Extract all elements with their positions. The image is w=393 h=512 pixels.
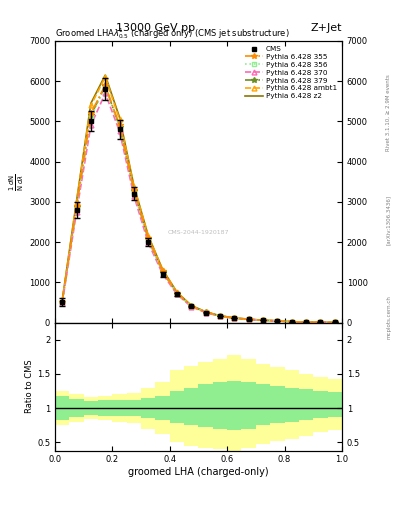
X-axis label: groomed LHA (charged-only): groomed LHA (charged-only) bbox=[128, 467, 269, 477]
Text: Groomed LHA$\lambda^1_{0.5}$ (charged only) (CMS jet substructure): Groomed LHA$\lambda^1_{0.5}$ (charged on… bbox=[55, 26, 290, 41]
Text: CMS-2044-1920187: CMS-2044-1920187 bbox=[168, 230, 229, 235]
Text: [arXiv:1306.3436]: [arXiv:1306.3436] bbox=[386, 195, 391, 245]
Text: Z+Jet: Z+Jet bbox=[310, 23, 342, 33]
Y-axis label: Ratio to CMS: Ratio to CMS bbox=[25, 360, 34, 413]
Text: mcplots.cern.ch: mcplots.cern.ch bbox=[386, 295, 391, 339]
Text: Rivet 3.1.10, ≥ 2.9M events: Rivet 3.1.10, ≥ 2.9M events bbox=[386, 74, 391, 151]
Text: 13000 GeV pp: 13000 GeV pp bbox=[116, 23, 195, 33]
Y-axis label: $\frac{1}{\mathrm{N}}\frac{d\mathrm{N}}{d\lambda}$: $\frac{1}{\mathrm{N}}\frac{d\mathrm{N}}{… bbox=[8, 173, 26, 190]
Legend: CMS, Pythia 6.428 355, Pythia 6.428 356, Pythia 6.428 370, Pythia 6.428 379, Pyt: CMS, Pythia 6.428 355, Pythia 6.428 356,… bbox=[243, 45, 338, 101]
